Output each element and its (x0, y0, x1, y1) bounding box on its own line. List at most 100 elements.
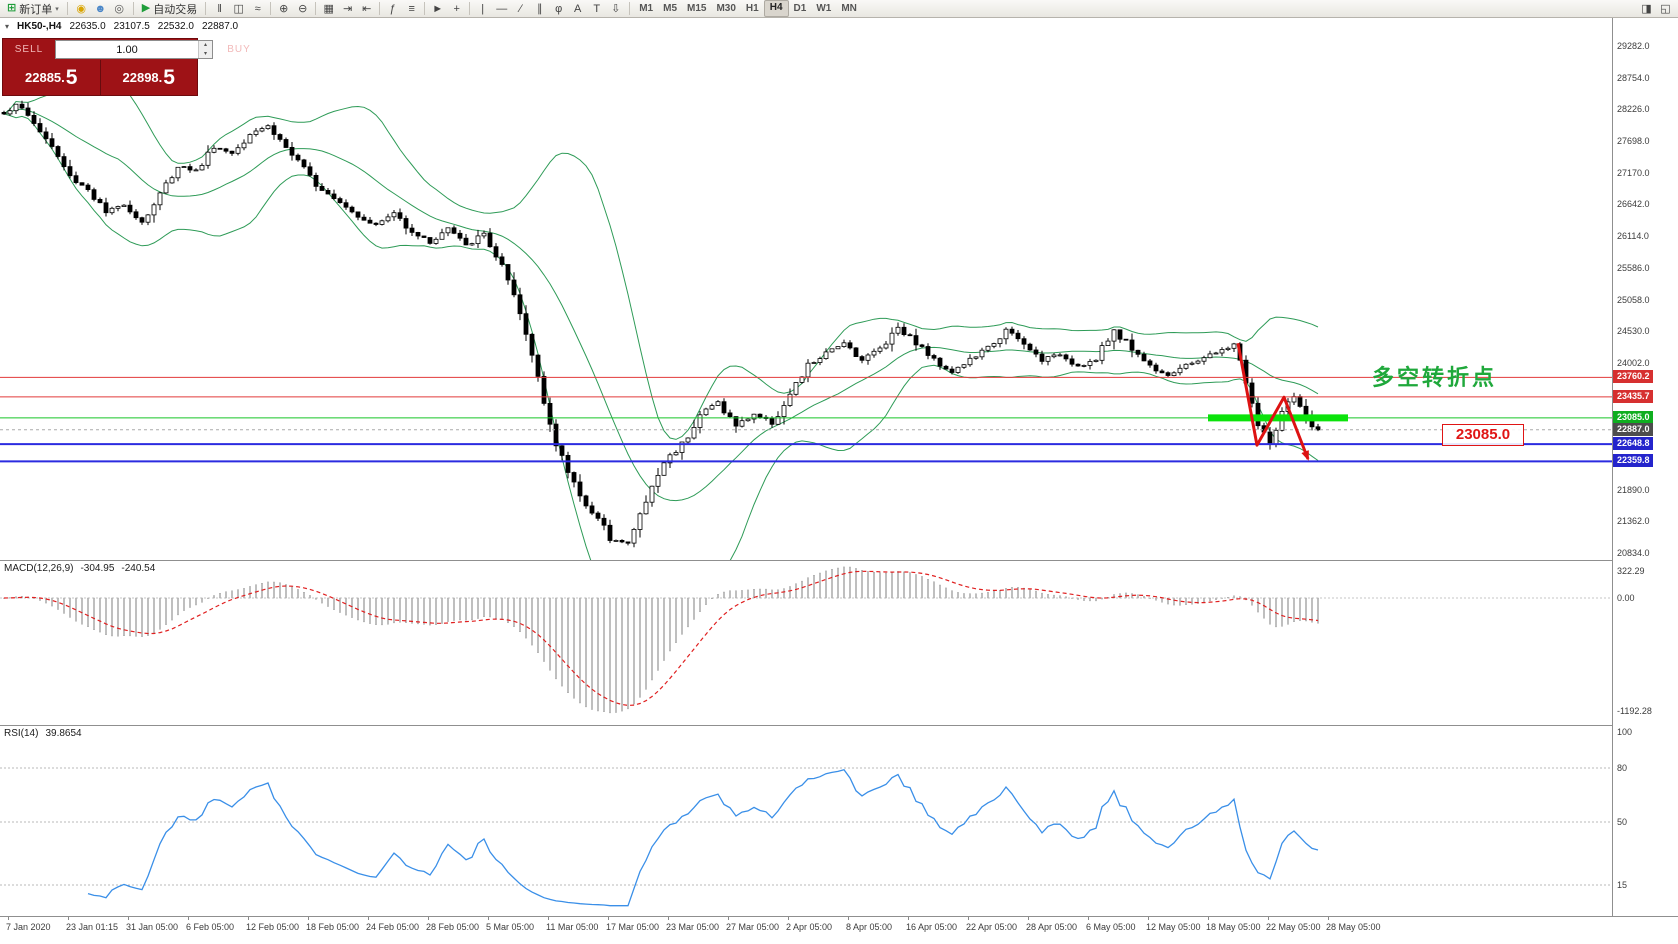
pane-separator[interactable] (0, 560, 1678, 561)
candle-body (985, 345, 991, 351)
toolbar-separator (424, 2, 426, 15)
search-icon[interactable]: ◎ (114, 3, 125, 15)
timeframe-M1[interactable]: M1 (639, 3, 654, 14)
indicators-icon[interactable]: ƒ (389, 2, 396, 15)
bollinger-middle[interactable] (3, 108, 1319, 502)
rsi-line[interactable] (87, 769, 1319, 907)
timeframe-M15[interactable]: M15 (687, 3, 707, 14)
macd-bar (171, 597, 173, 621)
buy-price-main: 22898. (122, 70, 163, 85)
timeframe-W1[interactable]: W1 (816, 3, 832, 14)
candle-body (247, 134, 253, 144)
candle-body (31, 115, 37, 124)
candle-body (505, 264, 511, 281)
timeframe-M30[interactable]: M30 (716, 3, 736, 14)
timeframe-D1[interactable]: D1 (793, 3, 807, 14)
chart-profile-icon[interactable]: ◨ (1641, 3, 1652, 15)
price-axis-label: 26642.0 (1617, 199, 1650, 209)
candle-body (577, 481, 583, 497)
buy-price[interactable]: 22898. 5 (99, 60, 198, 95)
line-chart-icon[interactable]: ≈ (254, 2, 261, 15)
trendline-icon[interactable]: ∕ (519, 2, 522, 15)
volume-down-button[interactable]: ▾ (199, 49, 212, 58)
macd-bar (1113, 594, 1115, 599)
candle-body (79, 182, 85, 186)
candle-body (613, 540, 619, 542)
bollinger-bands[interactable] (3, 81, 1319, 560)
channel-icon[interactable]: ∥ (536, 3, 543, 15)
open-value: 22635.0 (69, 21, 106, 32)
label-icon[interactable]: T (593, 2, 601, 15)
sell-price[interactable]: 22885. 5 (3, 60, 100, 95)
price-axis-label: 29282.0 (1617, 41, 1650, 51)
zigzag-arrow-annotation[interactable] (1236, 342, 1310, 461)
candle-body (649, 485, 655, 503)
price-scale[interactable]: 29282.0 28754.0 28226.0 27698.0 27170.0 26642… (1612, 18, 1678, 916)
macd-bar (69, 597, 71, 618)
macd-bar (201, 597, 203, 603)
community-icon[interactable]: ☻ (94, 2, 107, 15)
vertical-line-icon[interactable]: | (481, 2, 485, 15)
time-axis-label: 22 May 05:00 (1266, 922, 1321, 932)
text-icon[interactable]: A (574, 2, 582, 15)
candle-body (337, 198, 343, 204)
candle-body (1189, 362, 1195, 365)
zoom-in-icon[interactable]: ⊕ (279, 3, 289, 15)
timeframe-bar: M1 M5 M15 M30 H1 H4 D1 W1 MN (634, 0, 862, 17)
candle-body (91, 189, 97, 200)
macd-bar (513, 597, 515, 627)
macd-bar (627, 597, 629, 710)
candle-body (1141, 353, 1147, 362)
crosshair-icon[interactable]: + (453, 2, 460, 15)
macd-bar (453, 597, 455, 621)
price-callout-annotation[interactable]: 23085.0 (1442, 424, 1524, 446)
deposit-icon[interactable]: ◉ (76, 3, 87, 15)
volume-input[interactable] (56, 41, 198, 58)
macd-bar (483, 597, 485, 617)
macd-bar (1149, 597, 1151, 599)
macd-bar (885, 572, 887, 599)
candle-body (283, 139, 289, 148)
macd-bar (531, 597, 533, 646)
bollinger-lower[interactable] (3, 113, 1319, 560)
new-order-button[interactable]: ⊞ 新订单 ▾ (3, 1, 63, 16)
candle-body (937, 357, 943, 367)
pane-separator[interactable] (0, 725, 1678, 726)
timeframe-MN[interactable]: MN (841, 3, 857, 14)
macd-bar (1197, 597, 1199, 604)
macd-canvas[interactable] (0, 561, 1612, 725)
macd-bar (753, 589, 755, 599)
volume-up-button[interactable]: ▴ (199, 41, 212, 50)
macd-signal-line[interactable] (3, 570, 1319, 707)
autotrading-button[interactable]: ▶ 自动交易 (138, 1, 201, 16)
candle-body (469, 243, 475, 246)
cursor-icon[interactable]: ► (432, 2, 444, 15)
timeframe-H4[interactable]: H4 (763, 0, 789, 17)
candlestick-chart-icon[interactable]: ◫ (233, 3, 244, 15)
fibonacci-icon[interactable]: φ (555, 2, 563, 15)
timeframe-M5[interactable]: M5 (663, 3, 678, 14)
time-scale[interactable]: 7 Jan 2020 23 Jan 01:15 31 Jan 05:00 6 Feb … (0, 917, 1678, 944)
bar-chart-icon[interactable]: ǁ (217, 2, 222, 15)
bollinger-upper[interactable] (3, 81, 1319, 440)
zoom-out-icon[interactable]: ⊖ (298, 3, 308, 15)
main-chart-canvas[interactable] (0, 18, 1612, 560)
chart-shift-icon[interactable]: ⇤ (362, 3, 372, 15)
sell-button[interactable]: SELL (14, 44, 44, 55)
one-click-collapse-icon[interactable]: ▾ (5, 22, 10, 31)
timeframe-H1[interactable]: H1 (745, 3, 759, 14)
horizontal-line-icon[interactable]: — (496, 2, 508, 15)
arrows-icon[interactable]: ⇩ (611, 3, 621, 15)
macd-bar (789, 586, 791, 599)
turning-point-annotation[interactable]: 多空转折点 (1372, 365, 1498, 390)
macd-bar (249, 586, 251, 599)
objects-list-icon[interactable]: ≡ (408, 2, 415, 15)
buy-button[interactable]: BUY (227, 44, 251, 55)
rsi-canvas[interactable] (0, 726, 1612, 916)
macd-bar (783, 588, 785, 599)
macd-bar (153, 597, 155, 634)
window-arrange-icon[interactable]: ◱ (1660, 3, 1671, 15)
auto-scroll-icon[interactable]: ⇥ (343, 3, 353, 15)
macd-bar (519, 597, 521, 632)
tile-windows-icon[interactable]: ▦ (323, 3, 334, 15)
